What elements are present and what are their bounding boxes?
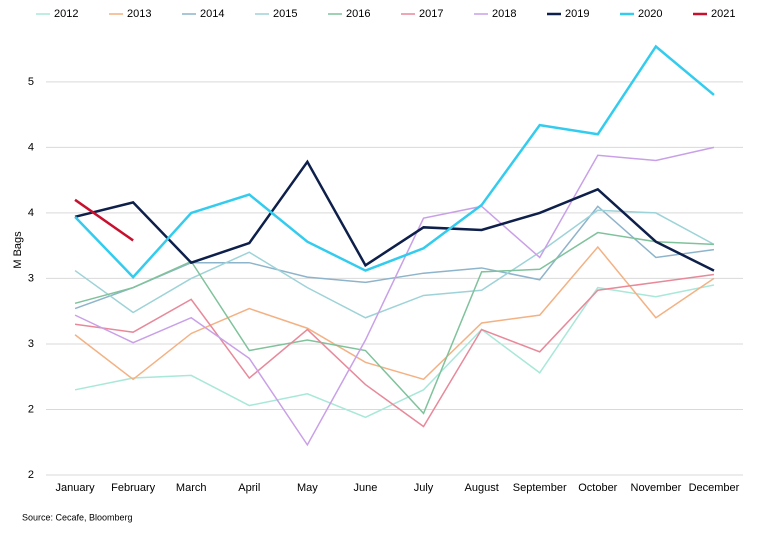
y-tick-label: 5: [28, 76, 34, 88]
series-line: [74, 209, 715, 319]
x-tick-label: August: [465, 482, 499, 494]
series-line: [74, 231, 714, 415]
series-line: [74, 245, 715, 381]
series-line: [74, 284, 715, 419]
x-tick-label: July: [414, 482, 434, 494]
y-axis-label: M Bags: [12, 231, 24, 269]
x-tick-label: March: [176, 482, 207, 494]
legend-label: 2017: [419, 8, 443, 20]
legend-label: 2021: [711, 8, 735, 20]
series-line: [74, 146, 715, 447]
x-tick-label: September: [513, 482, 567, 494]
x-tick-label: May: [297, 482, 318, 494]
x-tick-label: November: [631, 482, 682, 494]
series-line: [74, 273, 715, 428]
x-tick-label: October: [578, 482, 617, 494]
legend-label: 2016: [346, 8, 370, 20]
y-tick-label: 3: [28, 338, 34, 350]
x-tick-label: April: [238, 482, 260, 494]
x-tick-label: June: [354, 482, 378, 494]
x-tick-label: January: [55, 482, 95, 494]
y-tick-label: 4: [28, 207, 34, 219]
series-line: [74, 205, 715, 310]
series-line: [74, 159, 715, 272]
x-tick-label: December: [689, 482, 740, 494]
legend-label: 2013: [127, 8, 151, 20]
legend-label: 2014: [200, 8, 224, 20]
x-tick-label: February: [111, 482, 156, 494]
legend-label: 2020: [638, 8, 662, 20]
legend-label: 2015: [273, 8, 297, 20]
legend-label: 2018: [492, 8, 516, 20]
y-tick-label: 4: [28, 141, 34, 153]
series-line: [74, 44, 715, 279]
y-tick-label: 2: [28, 403, 34, 415]
y-tick-label: 2: [28, 469, 34, 481]
legend-label: 2012: [54, 8, 78, 20]
series-line: [74, 198, 134, 242]
legend-label: 2019: [565, 8, 589, 20]
source: Source: Cecafe, Bloomberg: [22, 512, 133, 522]
y-tick-label: 3: [28, 272, 34, 284]
